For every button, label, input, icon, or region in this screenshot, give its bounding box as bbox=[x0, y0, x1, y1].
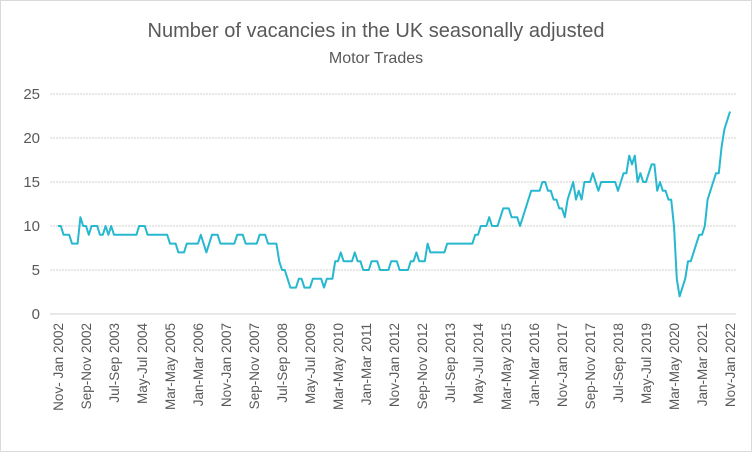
x-tick-label: Jan-Mar 2006 bbox=[191, 323, 206, 406]
x-tick-label: Nov-Jan 2007 bbox=[219, 323, 234, 407]
x-tick-label: Jan-Mar 2021 bbox=[695, 323, 710, 406]
x-tick-label: Jan-Mar 2011 bbox=[359, 323, 374, 405]
x-tick-label: Nov-Jan 2012 bbox=[387, 323, 402, 407]
y-tick-label: 10 bbox=[23, 218, 40, 235]
x-tick-label: Jul-Sep 2008 bbox=[275, 323, 290, 403]
x-tick-label: Mar-May 2020 bbox=[667, 323, 682, 410]
y-tick-label: 0 bbox=[32, 306, 40, 323]
x-tick-label: Sep-Nov 2002 bbox=[79, 323, 94, 409]
x-tick-label: Sep-Nov 2012 bbox=[415, 323, 430, 409]
gridlines bbox=[50, 93, 736, 315]
series-layer bbox=[57, 111, 731, 298]
x-tick-label: Sep-Nov 2007 bbox=[247, 323, 262, 409]
y-tick-label: 25 bbox=[23, 86, 40, 103]
x-tick-label: Jul-Sep 2018 bbox=[611, 323, 626, 403]
x-tick-label: May-Jul 2004 bbox=[135, 323, 150, 405]
x-tick-label: May-Jul 2019 bbox=[639, 323, 654, 404]
x-tick-label: Nov- Jan 2002 bbox=[51, 323, 66, 411]
x-tick-label: Jan-Mar 2016 bbox=[527, 323, 542, 406]
x-tick-label: Nov-Jan 2022 bbox=[723, 323, 738, 407]
chart-title: Number of vacancies in the UK seasonally… bbox=[148, 20, 605, 42]
x-tick-label: Nov-Jan 2017 bbox=[555, 323, 570, 407]
y-tick-label: 20 bbox=[23, 130, 40, 147]
x-tick-label: Sep-Nov 2017 bbox=[583, 323, 598, 409]
x-tick-label: Jul-Sep 2013 bbox=[443, 323, 458, 403]
x-tick-label: Jul-Sep 2003 bbox=[107, 323, 122, 403]
x-tick-label: Mar-May 2005 bbox=[163, 323, 178, 410]
x-tick-label: May-Jul 2009 bbox=[303, 323, 318, 404]
y-tick-label: 15 bbox=[23, 174, 40, 191]
x-tick-label: Mar-May 2015 bbox=[499, 323, 514, 410]
y-axis-ticks: 0 5 10 15 20 25 bbox=[23, 86, 40, 323]
chart-subtitle: Motor Trades bbox=[329, 50, 423, 67]
y-tick-label: 5 bbox=[32, 262, 40, 279]
x-tick-label: Mar-May 2010 bbox=[331, 323, 346, 410]
x-tick-label: May-Jul 2014 bbox=[471, 323, 486, 405]
x-axis-ticks: Nov- Jan 2002 Sep-Nov 2002 Jul-Sep 2003 May… bbox=[51, 323, 738, 411]
